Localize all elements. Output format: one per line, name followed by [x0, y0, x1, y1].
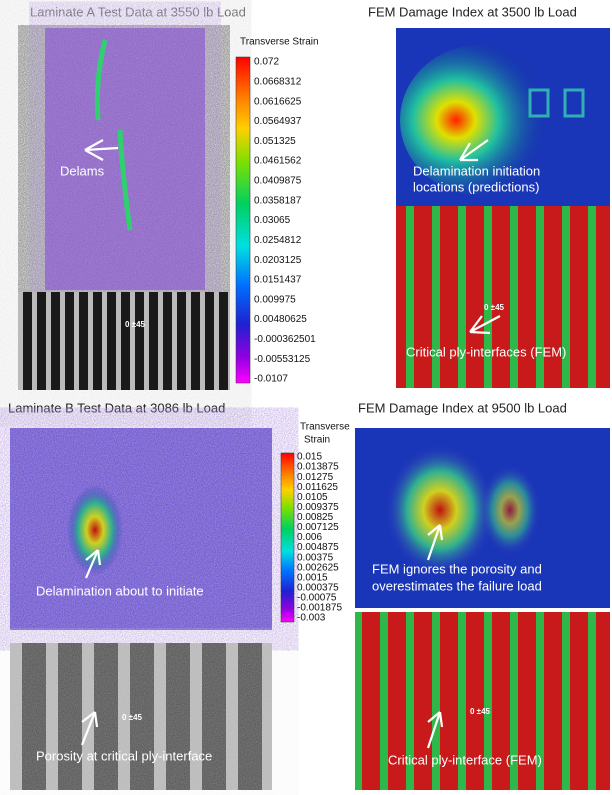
panel-title: FEM Damage Index at 3500 lb Load	[368, 4, 577, 19]
orientation-label: 0 ±45	[484, 303, 505, 312]
colorbar-label: 0.072	[254, 57, 279, 68]
colorbar-label: 0.0203125	[254, 255, 302, 266]
colorbar-label: 0.0358187	[254, 195, 302, 206]
annotation: Porosity at critical ply-interface	[36, 748, 212, 763]
figure: Laminate A Test Data at 3550 lb Load 0 ±…	[0, 0, 612, 795]
annotation: Delams	[60, 163, 105, 178]
orientation-label: 0 ±45	[470, 707, 491, 716]
orientation-label: 0 ±45	[125, 320, 146, 329]
annotation: overestimates the failure load	[372, 578, 542, 593]
colorbar-label: 0.009975	[254, 294, 296, 305]
speckle	[45, 28, 205, 290]
colorbar-label: 0.051325	[254, 136, 296, 147]
hole	[565, 90, 583, 116]
panel-title: Laminate A Test Data at 3550 lb Load	[30, 4, 246, 19]
colorbar-label: 0.0668312	[254, 76, 302, 87]
hotspot	[385, 445, 495, 575]
panel-title: FEM Damage Index at 9500 lb Load	[358, 400, 567, 415]
colorbar-label: 0.0461562	[254, 156, 302, 167]
annotation: FEM ignores the porosity and	[372, 561, 542, 576]
ply-contour	[396, 206, 610, 388]
hole	[530, 90, 548, 116]
speckle	[10, 428, 272, 630]
annotation: Delamination initiation	[413, 163, 540, 178]
colorbar-label: 0.0616625	[254, 96, 302, 107]
panel-title: Laminate B Test Data at 3086 lb Load	[8, 400, 225, 415]
colorbar	[281, 453, 294, 622]
colorbar-label: 0.00480625	[254, 314, 307, 325]
annotation: Critical ply-interfaces (FEM)	[406, 344, 566, 359]
annotation: Critical ply-interface (FEM)	[388, 752, 542, 767]
hotspot	[67, 485, 123, 575]
hotspot	[480, 465, 540, 555]
colorbar-label: 0.0409875	[254, 176, 302, 187]
colorbar-label: -0.003	[297, 613, 326, 624]
colorbar-label: 0.0254812	[254, 235, 302, 246]
colorbar-label: 0.03065	[254, 215, 291, 226]
colorbar-title: Transverse	[300, 422, 350, 433]
ply-image	[18, 292, 230, 390]
colorbar-title: Strain	[304, 435, 330, 446]
colorbar	[236, 57, 250, 383]
annotation: locations (predictions)	[413, 179, 539, 194]
colorbar-label: -0.000362501	[254, 334, 316, 345]
colorbar-label: 0.0151437	[254, 275, 302, 286]
colorbar-label: 0.0564937	[254, 116, 302, 127]
colorbar-label: -0.00553125	[254, 354, 311, 365]
annotation: Delamination about to initiate	[36, 583, 204, 598]
orientation-label: 0 ±45	[122, 713, 143, 722]
colorbar-title: Transverse Strain	[240, 37, 319, 48]
colorbar-label: -0.0107	[254, 374, 288, 385]
